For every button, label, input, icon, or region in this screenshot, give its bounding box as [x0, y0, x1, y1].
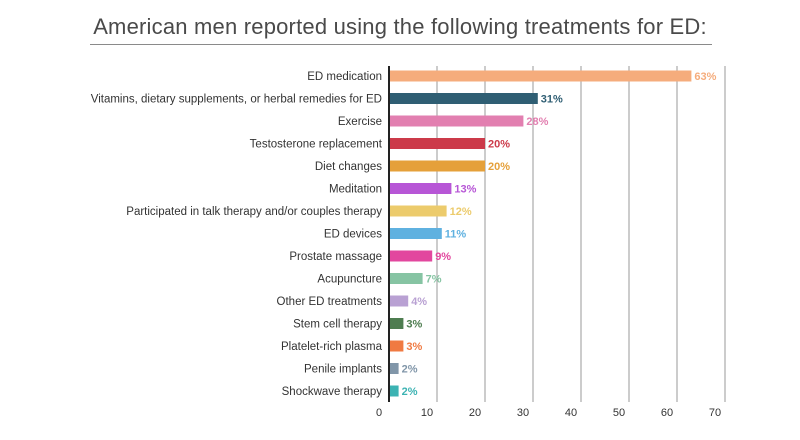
value-label: 13% — [454, 184, 476, 196]
value-label: 28% — [526, 116, 548, 128]
category-label: Acupuncture — [317, 274, 382, 286]
x-tick-label: 60 — [661, 407, 673, 419]
category-label: Platelet-rich plasma — [281, 341, 383, 353]
category-label: Penile implants — [304, 364, 382, 376]
value-label: 3% — [406, 341, 422, 353]
x-tick-labels: 0 10 20 30 40 50 60 70 — [376, 407, 721, 419]
value-label: 20% — [488, 161, 510, 173]
x-tick-label: 70 — [709, 407, 721, 419]
value-label: 11% — [445, 229, 467, 241]
bar — [390, 183, 452, 194]
value-label: 2% — [402, 386, 418, 398]
value-label: 3% — [406, 319, 422, 331]
bar — [390, 340, 404, 352]
value-label: 7% — [426, 274, 442, 286]
chart-title: American men reported using the followin… — [93, 14, 707, 39]
bar — [390, 93, 538, 104]
value-label: 20% — [488, 139, 510, 151]
title-underline — [90, 44, 712, 45]
category-label: Shockwave therapy — [282, 386, 383, 398]
x-tick-label: 10 — [421, 407, 433, 419]
x-tick-label: 30 — [517, 407, 529, 419]
category-label: Diet changes — [315, 161, 382, 173]
bar — [390, 363, 399, 374]
bar — [390, 70, 692, 82]
value-label: 63% — [694, 71, 716, 83]
category-label: Vitamins, dietary supplements, or herbal… — [91, 94, 382, 106]
category-label: Prostate massage — [289, 251, 382, 263]
category-label: Testosterone replacement — [250, 139, 383, 151]
x-tick-label: 20 — [469, 407, 481, 419]
value-label: 9% — [435, 251, 451, 263]
category-label: Exercise — [338, 116, 382, 128]
x-tick-label: 50 — [613, 407, 625, 419]
x-tick-label: 40 — [565, 407, 577, 419]
bar — [390, 273, 423, 284]
value-label: 31% — [541, 94, 563, 106]
bar — [390, 160, 485, 172]
category-label: Stem cell therapy — [293, 319, 382, 331]
value-label: 2% — [402, 364, 418, 376]
value-label: 4% — [411, 296, 427, 308]
category-label: Participated in talk therapy and/or coup… — [126, 206, 382, 218]
bar — [390, 228, 442, 239]
category-label: ED medication — [307, 71, 382, 83]
category-label: Other ED treatments — [277, 296, 383, 308]
x-tick-label: 0 — [376, 407, 382, 419]
category-labels: ED medication Vitamins, dietary supplemen… — [91, 71, 383, 398]
bar — [390, 295, 409, 307]
value-labels: 63% 31% 28% 20% 20% 13% 12% 11% 9% 7% 4% 3% 3% 2% 2% — [402, 71, 717, 398]
bars — [390, 70, 692, 397]
bar — [390, 205, 447, 217]
category-label: ED devices — [324, 229, 382, 241]
bar — [390, 138, 485, 149]
category-label: Meditation — [329, 184, 382, 196]
bar — [390, 318, 404, 329]
bar — [390, 115, 524, 127]
bar — [390, 385, 399, 397]
bar — [390, 250, 433, 262]
value-label: 12% — [450, 206, 472, 218]
